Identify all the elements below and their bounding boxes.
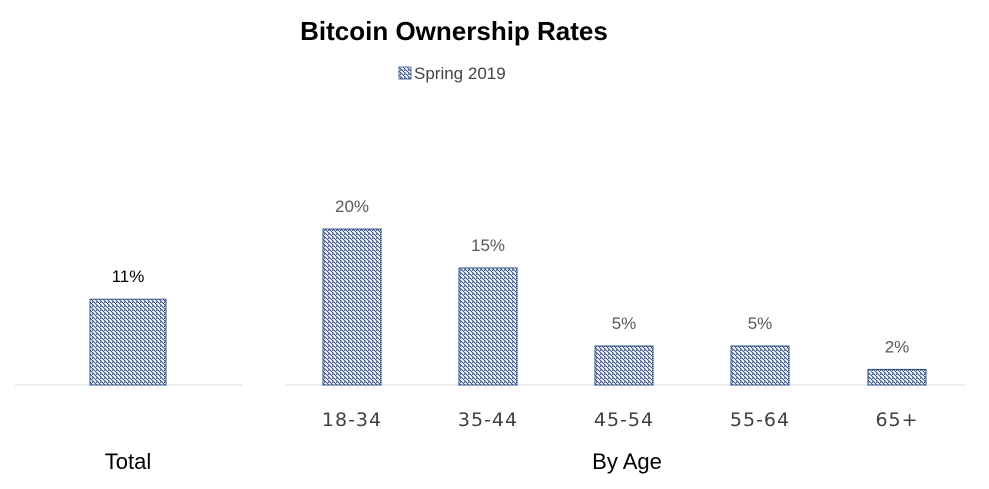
chart-title: Bitcoin Ownership Rates <box>300 16 608 46</box>
bar-35-44 <box>458 267 518 386</box>
tick-label-45-54: 45-54 <box>594 409 654 431</box>
tick-label-65-plus: 65+ <box>875 409 918 431</box>
tick-label-55-64: 55-64 <box>730 409 790 431</box>
data-label-55-64: 5% <box>748 314 773 333</box>
bar-45-54 <box>594 345 654 386</box>
bar-65-plus <box>867 368 927 386</box>
bar-55-64 <box>730 345 790 386</box>
bar-total <box>89 298 167 386</box>
tick-label-18-34: 18-34 <box>322 409 382 431</box>
data-label-18-34: 20% <box>335 197 369 216</box>
data-label-45-54: 5% <box>612 314 637 333</box>
bars <box>89 228 927 386</box>
legend: Spring 2019 <box>398 64 506 83</box>
group-label-total: Total <box>105 449 151 474</box>
data-label-total: 11% <box>112 267 145 286</box>
data-label-35-44: 15% <box>471 236 505 255</box>
tick-label-35-44: 35-44 <box>458 409 518 431</box>
data-label-65-plus: 2% <box>885 337 910 356</box>
group-label-by-age: By Age <box>592 449 662 474</box>
bar-18-34 <box>322 228 382 386</box>
legend-label-spring-2019: Spring 2019 <box>414 64 506 83</box>
legend-swatch-spring-2019 <box>398 66 412 80</box>
